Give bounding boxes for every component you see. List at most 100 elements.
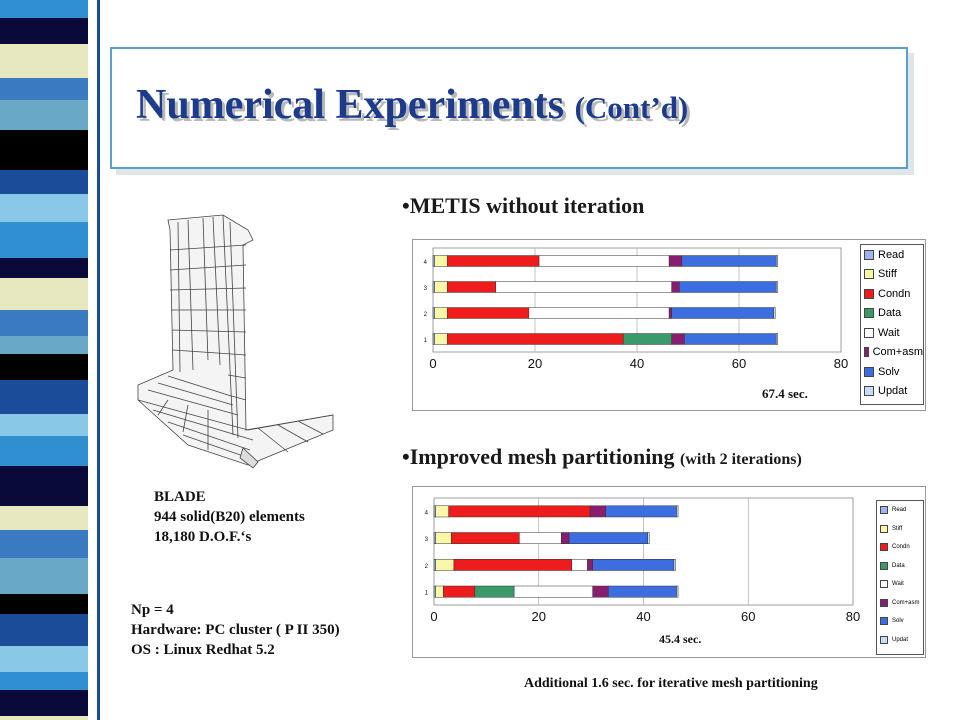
bar-segment-stiff [434, 255, 448, 267]
stripe-block [0, 506, 88, 530]
stripe-block [0, 414, 88, 436]
bar-segment-wait [519, 532, 562, 544]
stripe-block [0, 278, 88, 310]
bar-segment-stiff [434, 333, 448, 345]
x-tick-label: 20 [532, 609, 546, 624]
legend-label: Stiff [892, 525, 903, 532]
legend-label: Stiff [878, 268, 897, 281]
bar-segment-solv [605, 505, 677, 518]
bar-segment-condn [447, 255, 540, 267]
legend-item: Read [877, 501, 923, 520]
bar-segment-updat [673, 559, 676, 571]
bar-segment-condn [447, 307, 530, 319]
legend-label: Data [892, 562, 905, 569]
bar-segment-stiff [434, 307, 448, 319]
bar-segment-condn [447, 333, 624, 345]
footnote-iterative: Additional 1.6 sec. for iterative mesh p… [524, 676, 818, 691]
bar-segment-wait [528, 307, 670, 319]
stripe-block [0, 18, 88, 44]
legend-label: Updat [892, 636, 909, 643]
stripe-block [0, 170, 88, 194]
stripe-block [0, 716, 88, 720]
stripe-block [0, 222, 88, 258]
stripe-block [0, 194, 88, 222]
bar-segment-condn [443, 585, 476, 598]
legend-swatch [880, 543, 888, 552]
bar-segment-updat [775, 333, 779, 345]
stripe-block [0, 310, 88, 336]
legend-label: Com+asm [872, 346, 923, 359]
time-label-metis: 67.4 sec. [762, 386, 808, 401]
bar-segment-updat [676, 585, 679, 598]
bar-segment-solv [681, 255, 777, 267]
stripe-block [0, 614, 88, 646]
bar-segment-com-asm [589, 505, 607, 518]
legend-label: Solv [878, 365, 900, 378]
decorative-stripe [0, 0, 110, 720]
legend-label: Condn [878, 287, 911, 300]
legend-swatch [864, 269, 874, 280]
x-tick-label: 0 [430, 609, 437, 624]
setup-hardware: Hardware: PC cluster ( P II 350) [131, 622, 340, 638]
legend-swatch [864, 386, 874, 397]
legend-item: Read [861, 245, 923, 265]
stripe-block [0, 530, 88, 558]
legend-swatch [864, 308, 874, 319]
x-tick-label: 80 [846, 609, 860, 624]
bar-segment-condn [453, 559, 572, 571]
chart-frame-2: 0 20 40 60 80 1 2 3 4 Read Stiff Condn Data Wait Com+… [412, 486, 926, 658]
blade-mesh-illustration [137, 214, 334, 469]
bar-segment-updat [676, 505, 679, 518]
x-tick-label: 20 [528, 356, 542, 371]
legend-label: Wait [892, 581, 904, 588]
stripe-block [0, 436, 88, 466]
legend-swatch [864, 347, 869, 358]
legend-swatch [880, 561, 888, 570]
bar-segment-stiff [434, 281, 448, 293]
legend-swatch [864, 249, 874, 260]
x-tick-label: 40 [636, 609, 650, 624]
bullet-improved: •Improved mesh partitioning (with 2 iter… [402, 444, 802, 470]
legend-swatch [880, 506, 888, 515]
legend-metis: Read Stiff Condn Data Wait Com+asm Solv Updat [860, 244, 924, 405]
legend-swatch [864, 366, 874, 377]
legend-swatch [864, 327, 874, 338]
y-tick-label: 4 [424, 260, 428, 266]
bar-segment-updat [775, 255, 779, 267]
bar-segment-solv [679, 281, 777, 293]
legend-item: Updat [877, 631, 923, 650]
stripe-block [0, 0, 88, 18]
chart-frame-1: 0 20 40 60 80 1 2 3 4 Read Stiff Condn Data Wait Com+… [412, 239, 926, 411]
model-dof: 18,180 D.O.F.‘s [154, 529, 252, 545]
y-tick-label: 3 [425, 537, 429, 543]
slide-title: Numerical Experiments (Cont’d) [136, 81, 688, 129]
legend-item: Stiff [861, 265, 923, 285]
legend-label: Read [878, 248, 905, 261]
x-tick-label: 0 [429, 356, 436, 371]
y-tick-label: 2 [424, 312, 428, 318]
setup-os: OS : Linux Redhat 5.2 [131, 642, 275, 658]
bar-segment-wait [513, 585, 593, 598]
stripe-block [0, 558, 88, 594]
setup-np: Np = 4 [131, 602, 174, 618]
legend-label: Condn [892, 544, 910, 551]
legend-label: Updat [878, 385, 908, 398]
x-tick-label: 80 [834, 356, 848, 371]
y-tick-label: 1 [425, 591, 429, 597]
stripe-block [0, 44, 88, 78]
stripe-block [0, 466, 88, 506]
legend-label: Wait [878, 326, 900, 339]
bar-segment-stiff [435, 532, 452, 544]
legend-swatch [880, 524, 888, 533]
legend-label: Read [892, 507, 907, 514]
legend-item: Solv [861, 362, 923, 382]
bar-segment-com-asm [592, 585, 609, 598]
legend-label: Solv [892, 618, 904, 625]
legend-swatch [880, 635, 888, 644]
bar-segment-solv [671, 307, 774, 319]
stripe-block [0, 78, 88, 100]
bar-segment-com-asm [561, 532, 570, 544]
stripe-block [0, 646, 88, 672]
legend-item: Wait [877, 575, 923, 594]
slide-title-main: Numerical Experiments [136, 82, 565, 128]
